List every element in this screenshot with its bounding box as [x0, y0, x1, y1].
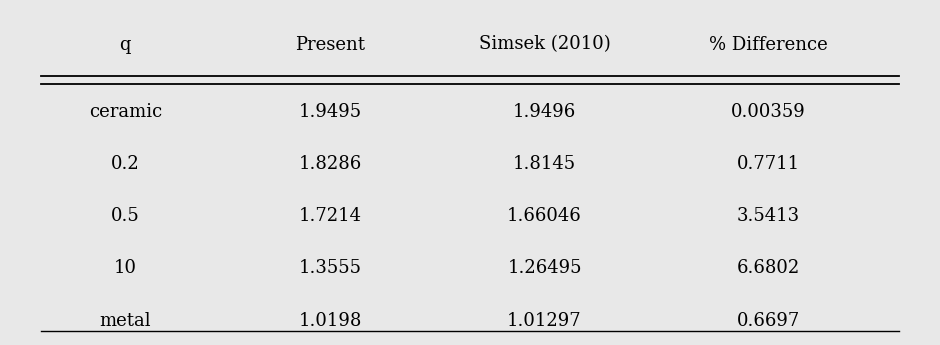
Text: metal: metal: [100, 312, 151, 329]
Text: 1.7214: 1.7214: [299, 207, 362, 225]
Text: 0.5: 0.5: [111, 207, 140, 225]
Text: 0.00359: 0.00359: [730, 103, 806, 121]
Text: ceramic: ceramic: [88, 103, 162, 121]
Text: Simsek (2010): Simsek (2010): [478, 36, 610, 53]
Text: 0.7711: 0.7711: [737, 155, 800, 173]
Text: 1.0198: 1.0198: [299, 312, 362, 329]
Text: 1.01297: 1.01297: [508, 312, 582, 329]
Text: 1.9495: 1.9495: [299, 103, 362, 121]
Text: 1.26495: 1.26495: [508, 259, 582, 277]
Text: 1.66046: 1.66046: [508, 207, 582, 225]
Text: 0.2: 0.2: [111, 155, 140, 173]
Text: 6.6802: 6.6802: [737, 259, 800, 277]
Text: 1.3555: 1.3555: [299, 259, 362, 277]
Text: 0.6697: 0.6697: [737, 312, 800, 329]
Text: 10: 10: [114, 259, 137, 277]
Text: 3.5413: 3.5413: [737, 207, 800, 225]
Text: Present: Present: [295, 36, 366, 53]
Text: 1.8145: 1.8145: [513, 155, 576, 173]
Text: 1.9496: 1.9496: [513, 103, 576, 121]
Text: % Difference: % Difference: [709, 36, 827, 53]
Text: 1.8286: 1.8286: [299, 155, 362, 173]
Text: q: q: [119, 36, 131, 53]
